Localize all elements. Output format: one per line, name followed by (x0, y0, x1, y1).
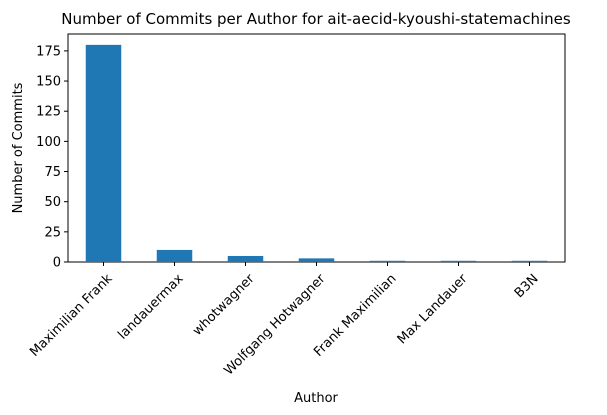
bar-4 (369, 260, 406, 262)
y-tick-label: 0 (53, 256, 61, 271)
bar-1 (156, 249, 193, 262)
chart-title: Number of Commits per Author for ait-aec… (61, 10, 571, 28)
plot-area (67, 33, 566, 263)
y-tick-label: 125 (36, 105, 61, 120)
y-tick-label: 175 (36, 44, 61, 59)
bar-6 (511, 260, 548, 262)
x-tick-label: whotwagner (190, 271, 258, 339)
y-tick-label: 75 (44, 165, 61, 180)
x-axis: Maximilian Frank landauermax whotwagnerWol… (27, 262, 542, 378)
bar-5 (440, 260, 477, 262)
y-axis-label: Number of Commits (11, 82, 26, 213)
x-tick-label: Maximilian Frank (27, 271, 116, 360)
y-tick-label: 150 (36, 75, 61, 90)
x-tick-label: B3N (512, 271, 542, 301)
y-tick-label: 50 (44, 195, 61, 210)
x-tick-label: landauermax (115, 271, 186, 342)
bars-group (85, 44, 548, 262)
bar-2 (227, 255, 264, 262)
y-tick-label: 25 (44, 225, 61, 240)
y-tick-label: 100 (36, 135, 61, 150)
x-axis-label: Author (294, 391, 338, 406)
bar-0 (85, 44, 122, 262)
bar-3 (298, 258, 335, 262)
plot-frame (67, 33, 566, 263)
x-tick-label: Max Landauer (395, 271, 471, 347)
y-axis: 0 25 50 75 100 125 150 175 (36, 44, 68, 271)
